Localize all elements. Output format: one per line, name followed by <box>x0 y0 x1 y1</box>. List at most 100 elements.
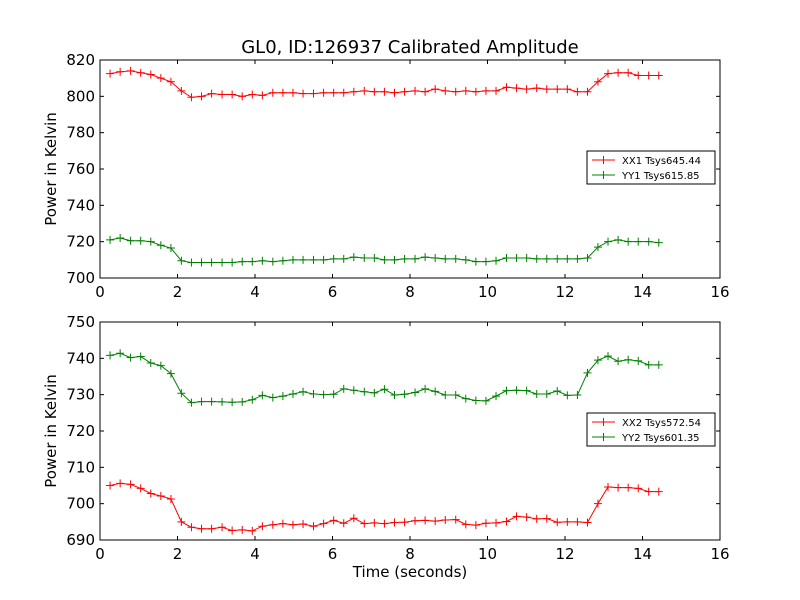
data-point-marker <box>512 512 521 521</box>
data-point-marker <box>329 390 338 399</box>
data-point-marker <box>136 68 145 77</box>
data-point-marker <box>492 86 501 95</box>
data-point-marker <box>288 88 297 97</box>
data-point-marker <box>248 257 257 266</box>
data-point-marker <box>654 238 663 247</box>
data-point-marker <box>604 482 613 491</box>
x-tick-label: 12 <box>555 545 574 563</box>
x-tick-label: 10 <box>478 545 497 563</box>
data-point-marker <box>624 237 633 246</box>
data-point-marker <box>339 384 348 393</box>
data-point-marker <box>207 397 216 406</box>
x-tick-label: 8 <box>405 545 415 563</box>
data-point-marker <box>614 235 623 244</box>
data-point-marker <box>258 256 267 265</box>
data-point-marker <box>421 253 430 262</box>
data-point-marker <box>319 88 328 97</box>
data-point-marker <box>441 516 450 525</box>
data-point-marker <box>177 256 186 265</box>
data-point-marker <box>563 254 572 263</box>
data-point-marker <box>126 353 135 362</box>
data-point-marker <box>258 522 267 531</box>
data-point-marker <box>644 487 653 496</box>
y-tick-label: 780 <box>66 124 95 142</box>
x-tick-label: 16 <box>710 283 729 301</box>
data-point-marker <box>644 237 653 246</box>
top-panel: 0 2 4 6 8 10 12 14 16 700 720 740 760 780 800 820 Power … <box>42 51 730 301</box>
data-point-marker <box>288 520 297 529</box>
data-point-marker <box>654 487 663 496</box>
data-point-marker <box>583 254 592 263</box>
data-point-marker <box>177 86 186 95</box>
data-point-marker <box>339 254 348 263</box>
y-tick-label: 760 <box>66 160 95 178</box>
data-point-marker <box>146 237 155 246</box>
data-point-marker <box>634 484 643 493</box>
data-point-marker <box>187 523 196 532</box>
data-point-marker <box>411 388 420 397</box>
data-point-marker <box>187 93 196 102</box>
data-point-marker <box>481 257 490 266</box>
x-tick-label: 2 <box>173 283 183 301</box>
data-point-marker <box>136 484 145 493</box>
data-point-marker <box>380 519 389 528</box>
y-tick-label: 710 <box>66 458 95 476</box>
data-point-marker <box>532 84 541 93</box>
data-point-marker <box>339 519 348 528</box>
y-tick-label: 690 <box>66 531 95 549</box>
data-point-marker <box>248 526 257 535</box>
x-tick-label: 10 <box>478 283 497 301</box>
data-point-marker <box>349 514 358 523</box>
data-point-marker <box>451 515 460 524</box>
y-tick-label: 740 <box>66 196 95 214</box>
bottom-panel: 0 2 4 6 8 10 12 14 16 690 700 710 720 730 740 750 Power … <box>42 313 730 563</box>
data-point-marker <box>116 349 125 358</box>
data-point-marker <box>471 396 480 405</box>
data-point-marker <box>542 254 551 263</box>
data-point-marker <box>502 254 511 263</box>
data-point-marker <box>319 390 328 399</box>
data-point-marker <box>522 513 531 522</box>
data-point-marker <box>634 237 643 246</box>
x-tick-label: 2 <box>173 545 183 563</box>
data-point-marker <box>553 518 562 527</box>
data-point-marker <box>512 386 521 395</box>
x-tick-label: 0 <box>95 283 105 301</box>
figure-title: GL0, ID:126937 Calibrated Amplitude <box>241 37 579 58</box>
data-point-marker <box>218 90 227 99</box>
data-point-marker <box>360 519 369 528</box>
data-point-marker <box>614 68 623 77</box>
data-point-marker <box>268 520 277 529</box>
legend-box <box>586 412 716 447</box>
data-point-marker <box>471 521 480 530</box>
data-point-marker <box>106 235 115 244</box>
data-point-marker <box>441 254 450 263</box>
data-point-marker <box>207 524 216 533</box>
data-point-marker <box>238 92 247 101</box>
data-point-marker <box>319 255 328 264</box>
data-point-marker <box>116 234 125 243</box>
data-point-marker <box>492 256 501 265</box>
data-point-marker <box>156 361 165 370</box>
legend-box <box>586 150 716 185</box>
data-point-marker <box>288 255 297 264</box>
data-point-marker <box>238 397 247 406</box>
data-point-marker <box>553 85 562 94</box>
data-point-marker <box>309 255 318 264</box>
x-tick-label: 8 <box>405 283 415 301</box>
data-point-marker <box>614 483 623 492</box>
data-point-marker <box>248 90 257 99</box>
data-point-marker <box>481 86 490 95</box>
data-point-marker <box>126 480 135 489</box>
data-point-marker <box>299 520 308 529</box>
y-axis-label: Power in Kelvin <box>42 374 60 488</box>
legend-marker <box>599 433 608 441</box>
data-point-marker <box>532 389 541 398</box>
data-point-marker <box>400 87 409 96</box>
data-point-marker <box>177 389 186 398</box>
data-point-marker <box>390 518 399 527</box>
y-tick-label: 700 <box>66 495 95 513</box>
data-point-marker <box>573 517 582 526</box>
y-tick-label: 750 <box>66 313 95 331</box>
